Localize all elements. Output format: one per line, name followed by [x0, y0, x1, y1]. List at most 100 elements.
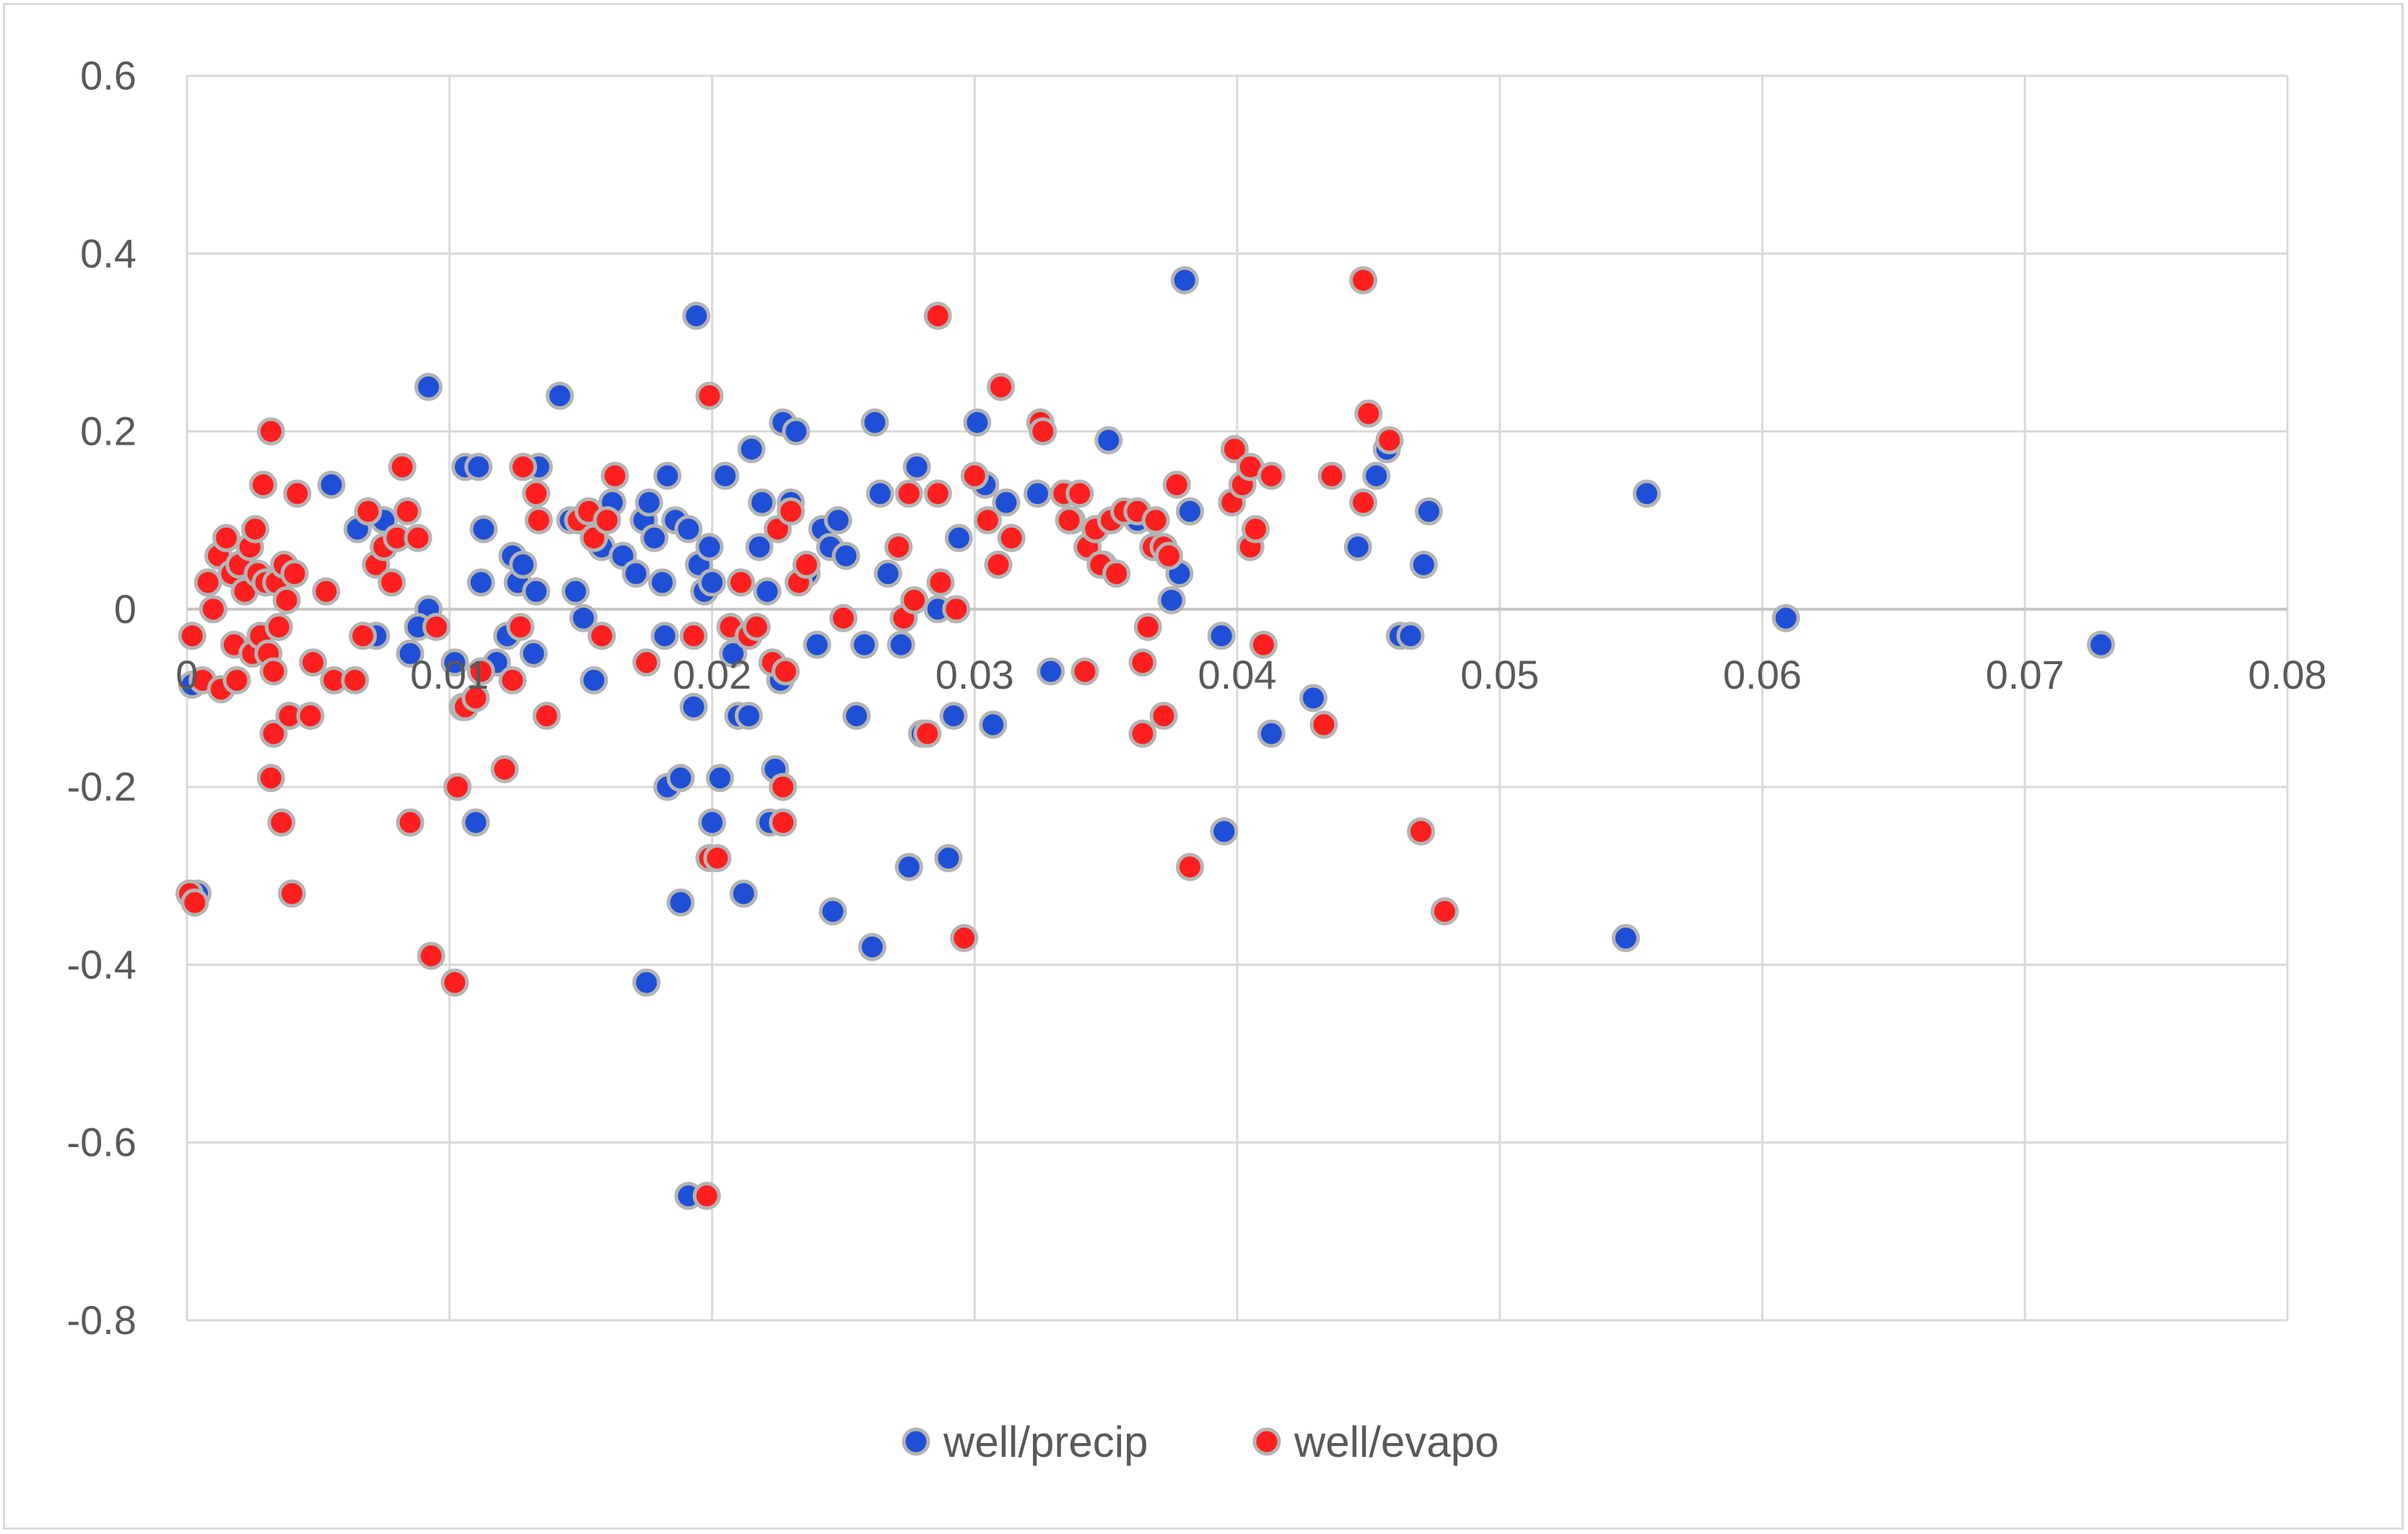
data-point	[1611, 924, 1640, 952]
data-point	[532, 702, 561, 731]
data-point	[705, 764, 734, 793]
legend-item: well/precip	[902, 1418, 1148, 1466]
data-point	[703, 844, 732, 873]
data-point	[621, 559, 650, 588]
data-point	[403, 523, 432, 552]
data-point	[829, 603, 858, 632]
data-point	[666, 764, 695, 793]
data-point	[1133, 613, 1162, 641]
data-point	[695, 533, 724, 562]
data-point	[674, 515, 703, 544]
y-tick-label: -0.2	[67, 764, 137, 809]
data-point	[396, 639, 424, 668]
data-point	[1037, 657, 1065, 686]
data-point	[461, 808, 490, 837]
data-point	[580, 666, 608, 694]
data-point	[973, 506, 1002, 535]
data-point	[1771, 603, 1800, 632]
data-point	[1309, 710, 1338, 739]
data-point	[388, 453, 416, 481]
data-point	[894, 479, 923, 508]
legend-marker	[1252, 1427, 1281, 1456]
data-point	[1407, 817, 1436, 846]
data-point	[1257, 461, 1286, 490]
data-point	[858, 933, 886, 962]
series-well-evapo	[175, 266, 1459, 1211]
data-point	[873, 559, 902, 588]
data-point	[950, 924, 979, 952]
data-point	[1299, 684, 1327, 712]
data-point	[1396, 622, 1425, 650]
data-point	[792, 550, 821, 579]
x-tick-label: 0.03	[935, 652, 1014, 697]
data-point	[522, 479, 551, 508]
y-tick-label: 0.2	[80, 409, 136, 454]
scatter-chart: 0.6 0.4 0.2 0 -0.2 -0.4 -0.6 -0.8 0 0.01 0.02 0.03…	[67, 53, 2327, 1466]
data-point	[509, 550, 538, 579]
data-point	[466, 568, 495, 597]
y-axis-tick-labels: 0.6 0.4 0.2 0 -0.2 -0.4 -0.6 -0.8	[67, 53, 137, 1343]
data-point	[777, 497, 806, 526]
data-point	[1065, 479, 1094, 508]
data-point	[272, 586, 301, 614]
data-point	[312, 577, 341, 606]
data-point	[1128, 648, 1157, 677]
data-point	[259, 657, 288, 686]
data-point	[440, 968, 469, 997]
chart-frame: 0.6 0.4 0.2 0 -0.2 -0.4 -0.6 -0.8 0 0.01 0.02 0.03…	[3, 3, 2404, 1530]
y-tick-label: 0.4	[80, 230, 136, 276]
data-point	[354, 497, 383, 526]
data-point	[769, 772, 798, 801]
data-point	[719, 639, 748, 668]
data-point	[396, 808, 424, 837]
data-point	[422, 613, 451, 641]
legend-item: well/evapo	[1252, 1418, 1499, 1466]
data-point	[769, 808, 798, 837]
data-point	[2087, 630, 2116, 659]
data-point	[1055, 506, 1083, 535]
data-point	[393, 497, 422, 526]
x-axis-tick-labels: 0 0.01 0.02 0.03 0.04 0.05 0.06 0.07 0.08	[175, 652, 2326, 697]
data-point	[1207, 622, 1236, 650]
data-point	[819, 897, 847, 925]
data-point	[842, 702, 871, 731]
data-point	[1632, 479, 1661, 508]
data-point	[296, 702, 325, 731]
data-point	[1409, 550, 1438, 579]
data-point	[729, 879, 758, 908]
data-point	[461, 684, 490, 712]
data-point	[317, 471, 346, 499]
data-point	[241, 515, 270, 544]
data-point	[894, 853, 923, 881]
data-point	[913, 719, 942, 748]
data-point	[692, 1182, 721, 1211]
data-point	[679, 622, 708, 650]
data-point	[1162, 471, 1191, 499]
data-point	[647, 568, 676, 597]
y-tick-label: -0.8	[67, 1297, 137, 1343]
data-point	[256, 417, 285, 446]
data-point	[588, 622, 616, 650]
data-point	[884, 533, 913, 562]
data-point	[1415, 497, 1443, 526]
data-point	[299, 648, 328, 677]
data-point	[902, 453, 931, 481]
data-point	[632, 968, 661, 997]
legend-label: well/precip	[943, 1418, 1148, 1466]
data-point	[745, 533, 774, 562]
data-point	[698, 808, 726, 837]
data-point	[212, 523, 241, 552]
data-point	[900, 586, 929, 614]
data-point	[753, 577, 782, 606]
data-point	[519, 639, 548, 668]
data-point	[180, 888, 209, 917]
data-point	[682, 302, 711, 330]
data-point	[632, 648, 661, 677]
data-point	[737, 435, 766, 463]
x-tick-label: 0.05	[1460, 652, 1539, 697]
data-point	[679, 692, 708, 721]
data-point	[267, 808, 296, 837]
data-point	[1242, 515, 1270, 544]
data-point	[259, 719, 288, 748]
legend: well/precip well/evapo	[902, 1418, 1499, 1466]
